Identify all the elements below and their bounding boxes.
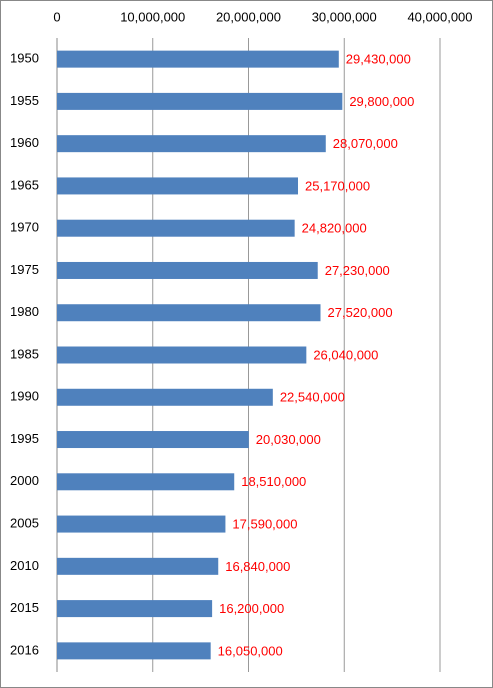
bar [57, 261, 318, 279]
y-tick-label: 1975 [10, 262, 39, 277]
value-label: 26,040,000 [313, 347, 378, 362]
value-label: 22,540,000 [280, 390, 345, 405]
y-tick-label: 1985 [10, 346, 39, 361]
value-label: 16,200,000 [219, 601, 284, 616]
value-label: 20,030,000 [256, 432, 321, 447]
x-tick-label: 0 [53, 9, 60, 24]
value-label: 27,230,000 [325, 263, 390, 278]
bar [57, 50, 339, 68]
bar [57, 304, 321, 322]
x-tick-label: 30,000,000 [312, 9, 377, 24]
value-label: 18,510,000 [241, 474, 306, 489]
value-label: 29,430,000 [346, 52, 411, 67]
y-tick-label: 1995 [10, 431, 39, 446]
bar [57, 135, 326, 153]
y-tick-label: 1990 [10, 389, 39, 404]
value-label: 16,840,000 [225, 559, 290, 574]
y-tick-label: 2005 [10, 516, 39, 531]
value-label: 28,070,000 [333, 136, 398, 151]
y-tick-label: 1980 [10, 304, 39, 319]
bar [57, 473, 235, 491]
y-tick-label: 2000 [10, 473, 39, 488]
value-label: 25,170,000 [305, 178, 370, 193]
y-tick-label: 1970 [10, 220, 39, 235]
y-tick-label: 1960 [10, 135, 39, 150]
y-tick-label: 1965 [10, 177, 39, 192]
y-tick-label: 2015 [10, 600, 39, 615]
bar [57, 219, 295, 237]
bar [57, 557, 219, 575]
bar [57, 515, 226, 533]
y-tick-label: 1950 [10, 51, 39, 66]
bar [57, 431, 249, 449]
bar [57, 388, 273, 406]
y-tick-label: 1955 [10, 93, 39, 108]
x-tick-label: 20,000,000 [216, 9, 281, 24]
x-tick-label: 10,000,000 [120, 9, 185, 24]
bar [57, 177, 299, 195]
x-tick-label: 40,000,000 [407, 9, 472, 24]
bar [57, 92, 343, 110]
value-label: 27,520,000 [328, 305, 393, 320]
bar [57, 346, 307, 364]
value-label: 24,820,000 [302, 221, 367, 236]
y-tick-label: 2016 [10, 642, 39, 657]
bar [57, 600, 213, 618]
value-label: 16,050,000 [218, 643, 283, 658]
value-label: 17,590,000 [232, 517, 297, 532]
bar [57, 642, 211, 660]
y-tick-label: 2010 [10, 558, 39, 573]
value-label: 29,800,000 [349, 94, 414, 109]
